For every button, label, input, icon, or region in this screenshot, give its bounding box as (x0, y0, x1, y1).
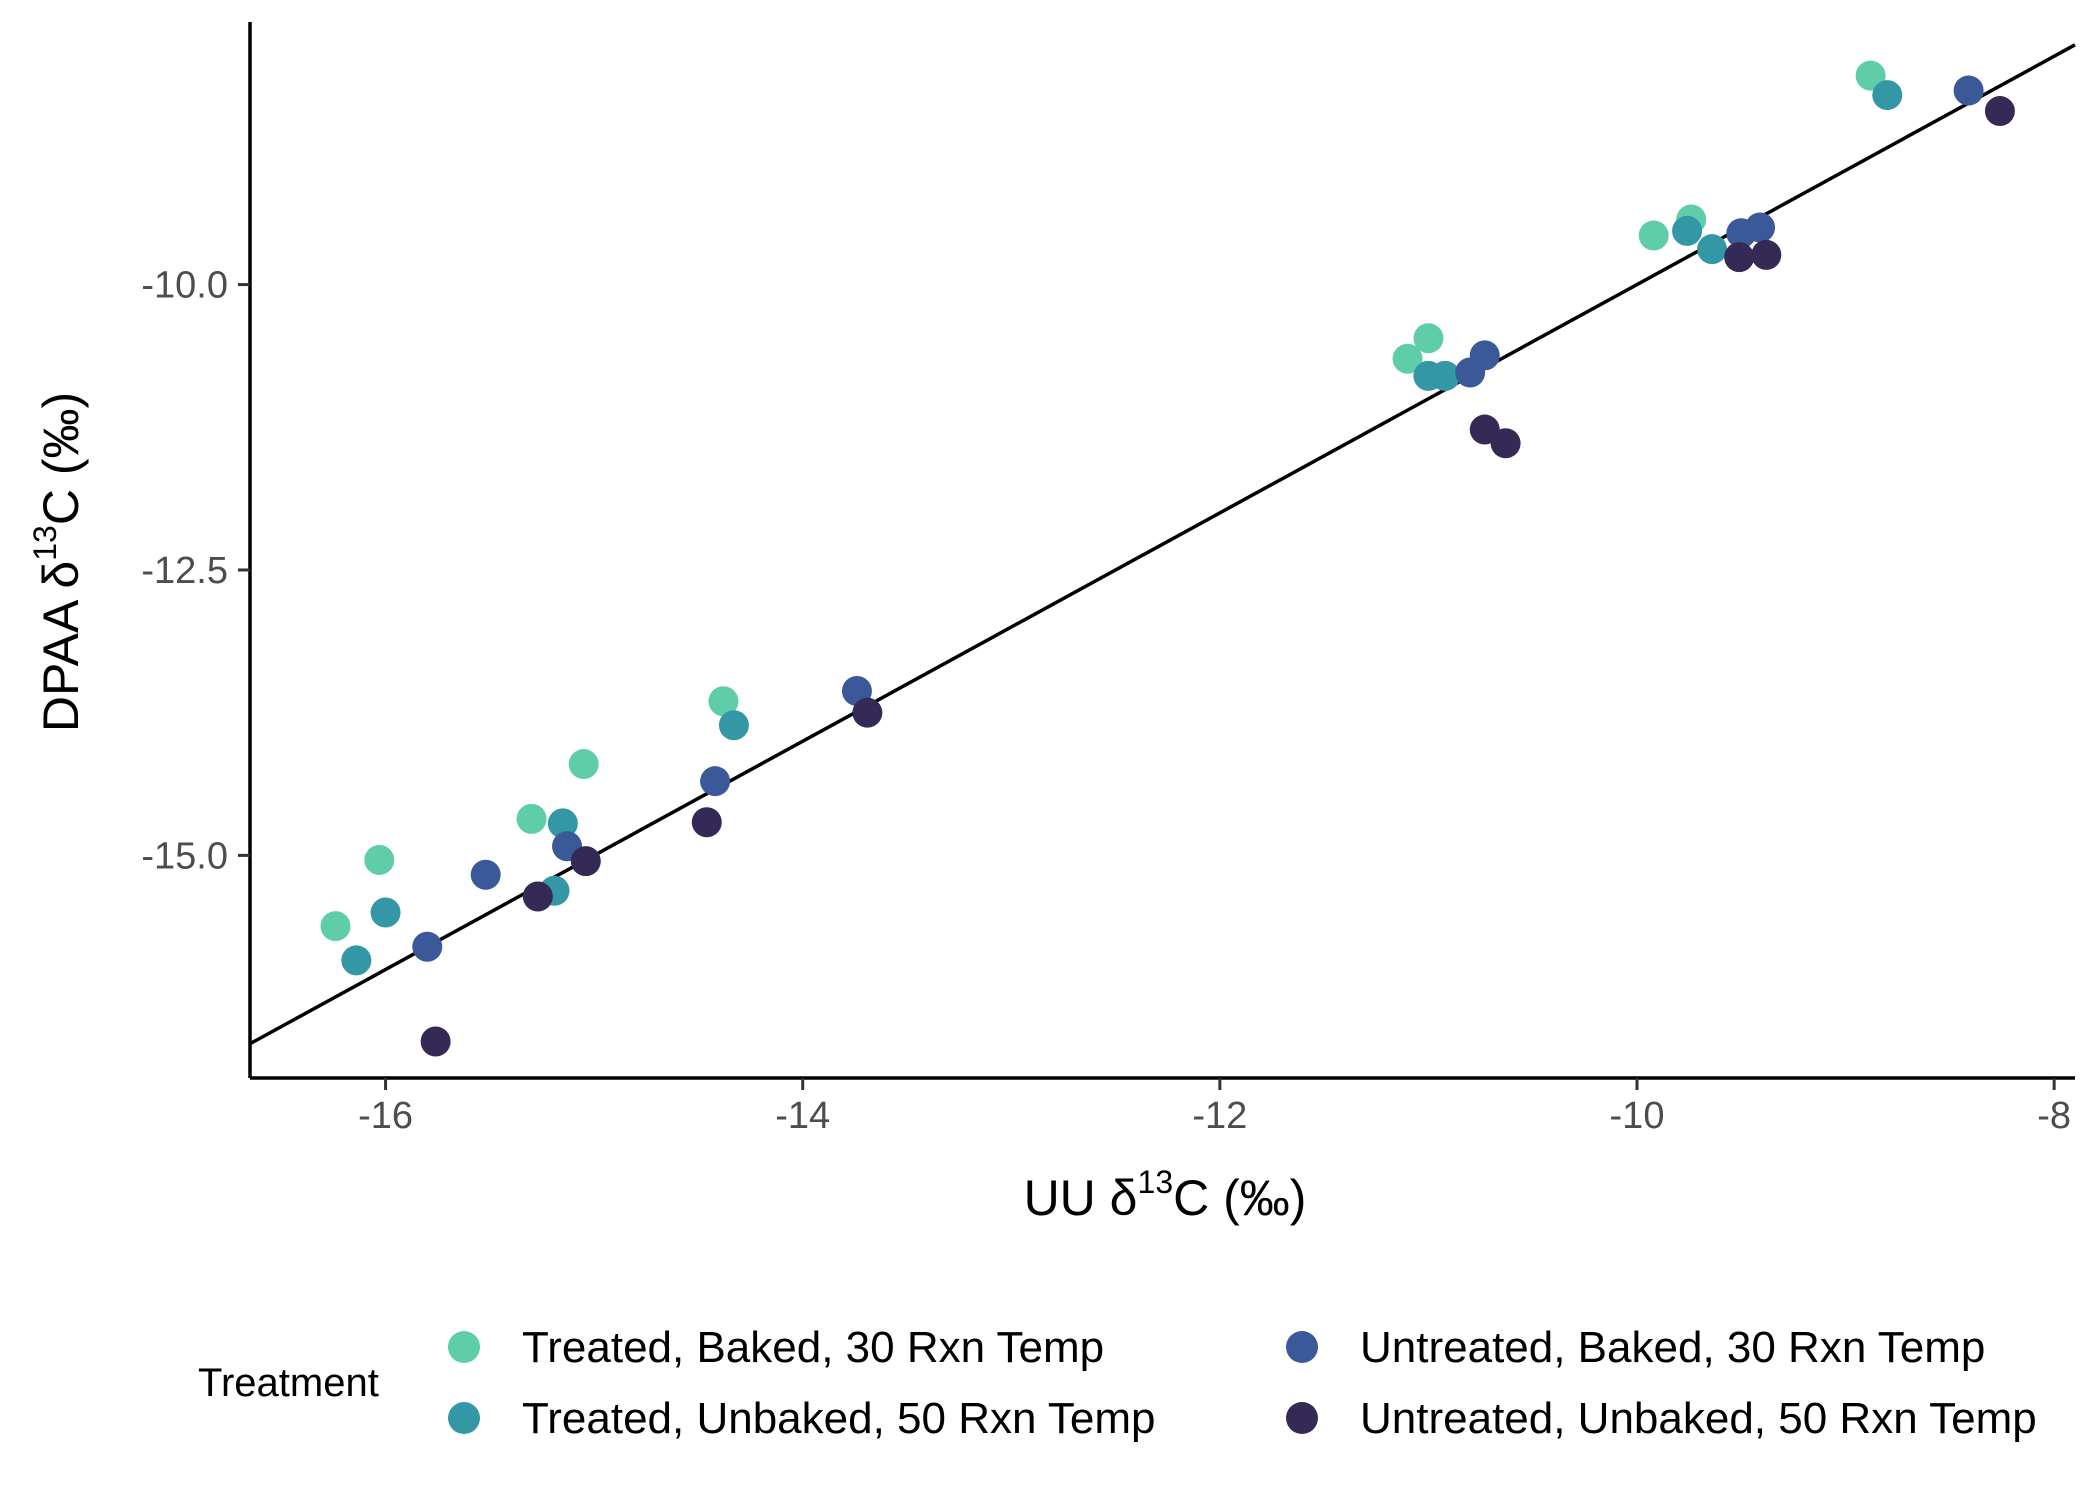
data-point-series-4 (1724, 242, 1755, 273)
data-point-series-1 (1638, 220, 1669, 251)
data-point-series-3 (1953, 75, 1984, 106)
data-point-series-2 (1430, 360, 1461, 391)
data-point-series-4 (522, 881, 553, 912)
data-point-series-3 (412, 931, 443, 962)
data-point-series-1 (1413, 323, 1444, 354)
legend-label-2: Treated, Unbaked, 50 Rxn Temp (522, 1394, 1155, 1443)
legend-label-1: Treated, Baked, 30 Rxn Temp (522, 1323, 1104, 1372)
data-point-series-1 (1392, 343, 1423, 374)
x-tick-label: -8 (2037, 1095, 2071, 1137)
y-tick-label: -15.0 (141, 835, 228, 877)
legend-key-4 (1286, 1402, 1318, 1434)
data-point-series-2 (370, 897, 401, 928)
legend-key-2 (448, 1402, 480, 1434)
data-point-series-2 (1872, 80, 1903, 111)
legend-label-4: Untreated, Unbaked, 50 Rxn Temp (1360, 1394, 2037, 1443)
data-point-series-2 (341, 945, 372, 976)
data-point-series-4 (1984, 96, 2015, 127)
x-axis-title: UU δ13C (‰) (1024, 1164, 1307, 1226)
x-tick-label: -10 (1610, 1095, 1665, 1137)
data-point-series-3 (1745, 212, 1776, 243)
data-point-series-1 (516, 803, 547, 834)
data-point-series-3 (470, 859, 501, 890)
y-axis-title: DPAA δ13C (‰) (27, 392, 89, 732)
y-tick-label: -12.5 (141, 550, 228, 592)
data-point-series-4 (852, 697, 883, 728)
data-point-series-4 (420, 1026, 451, 1057)
data-point-series-4 (691, 807, 722, 838)
data-point-series-3 (1469, 340, 1500, 371)
data-points (320, 60, 2015, 1057)
data-point-series-2 (1672, 215, 1703, 246)
data-point-series-1 (708, 686, 739, 717)
legend-key-1 (448, 1331, 480, 1363)
x-tick-label: -16 (358, 1095, 413, 1137)
data-point-series-3 (700, 766, 731, 797)
legend-key-3 (1286, 1331, 1318, 1363)
legend: Treatment Treated, Baked, 30 Rxn TempTre… (198, 1323, 2037, 1443)
data-point-series-1 (364, 844, 395, 875)
legend-items: Treated, Baked, 30 Rxn Temp Treated, Unba… (448, 1323, 2037, 1443)
x-tick-label: -12 (1192, 1095, 1247, 1137)
data-point-series-1 (1855, 60, 1886, 91)
data-point-series-4 (1490, 428, 1521, 459)
data-point-series-1 (320, 911, 351, 942)
axes (248, 22, 2075, 1080)
legend-title: Treatment (198, 1361, 379, 1405)
data-point-series-2 (1697, 234, 1728, 265)
data-point-series-1 (568, 749, 599, 780)
x-tick-label: -14 (775, 1095, 830, 1137)
data-point-series-4 (1751, 239, 1782, 270)
data-point-series-2 (547, 808, 578, 839)
data-point-series-4 (570, 846, 601, 877)
y-tick-label: -10.0 (141, 265, 228, 307)
legend-label-3: Untreated, Baked, 30 Rxn Temp (1360, 1323, 1985, 1372)
axis-ticks: -16 -14 -12 -10 -8 -10.0 -12.5 -15.0 (141, 265, 2071, 1137)
data-point-series-2 (718, 710, 749, 741)
